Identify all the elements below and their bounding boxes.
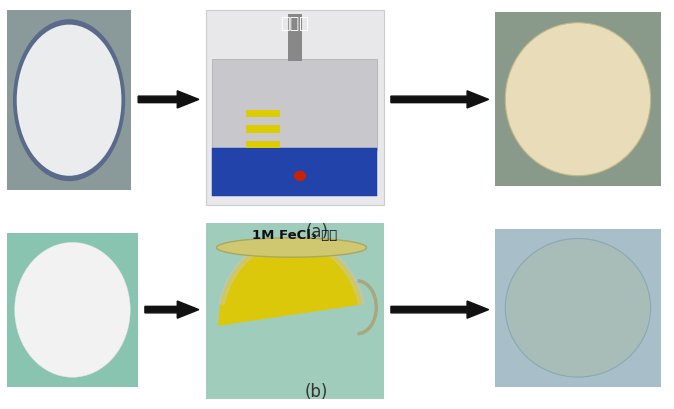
Polygon shape xyxy=(219,237,364,304)
Ellipse shape xyxy=(294,171,306,181)
FancyArrow shape xyxy=(145,301,199,318)
FancyArrow shape xyxy=(391,91,489,108)
FancyBboxPatch shape xyxy=(206,223,384,399)
FancyBboxPatch shape xyxy=(288,14,302,61)
FancyArrow shape xyxy=(391,301,489,318)
FancyBboxPatch shape xyxy=(7,10,131,190)
Text: 열처리: 열처리 xyxy=(280,15,309,30)
Ellipse shape xyxy=(506,22,650,175)
Ellipse shape xyxy=(13,19,125,181)
FancyBboxPatch shape xyxy=(246,110,280,117)
FancyBboxPatch shape xyxy=(246,141,280,148)
Ellipse shape xyxy=(15,242,130,377)
FancyArrow shape xyxy=(138,91,199,108)
Text: (b): (b) xyxy=(305,383,328,401)
Ellipse shape xyxy=(216,238,367,257)
FancyBboxPatch shape xyxy=(495,229,661,387)
FancyBboxPatch shape xyxy=(246,125,280,133)
Ellipse shape xyxy=(17,25,121,176)
Polygon shape xyxy=(219,240,362,325)
FancyBboxPatch shape xyxy=(212,148,377,196)
Ellipse shape xyxy=(506,238,650,377)
FancyBboxPatch shape xyxy=(7,233,138,387)
FancyBboxPatch shape xyxy=(212,59,377,150)
Text: (a): (a) xyxy=(305,223,328,241)
FancyBboxPatch shape xyxy=(206,10,384,204)
Text: 1M FeCl₃ 용액: 1M FeCl₃ 용액 xyxy=(252,229,338,242)
FancyBboxPatch shape xyxy=(495,12,661,186)
